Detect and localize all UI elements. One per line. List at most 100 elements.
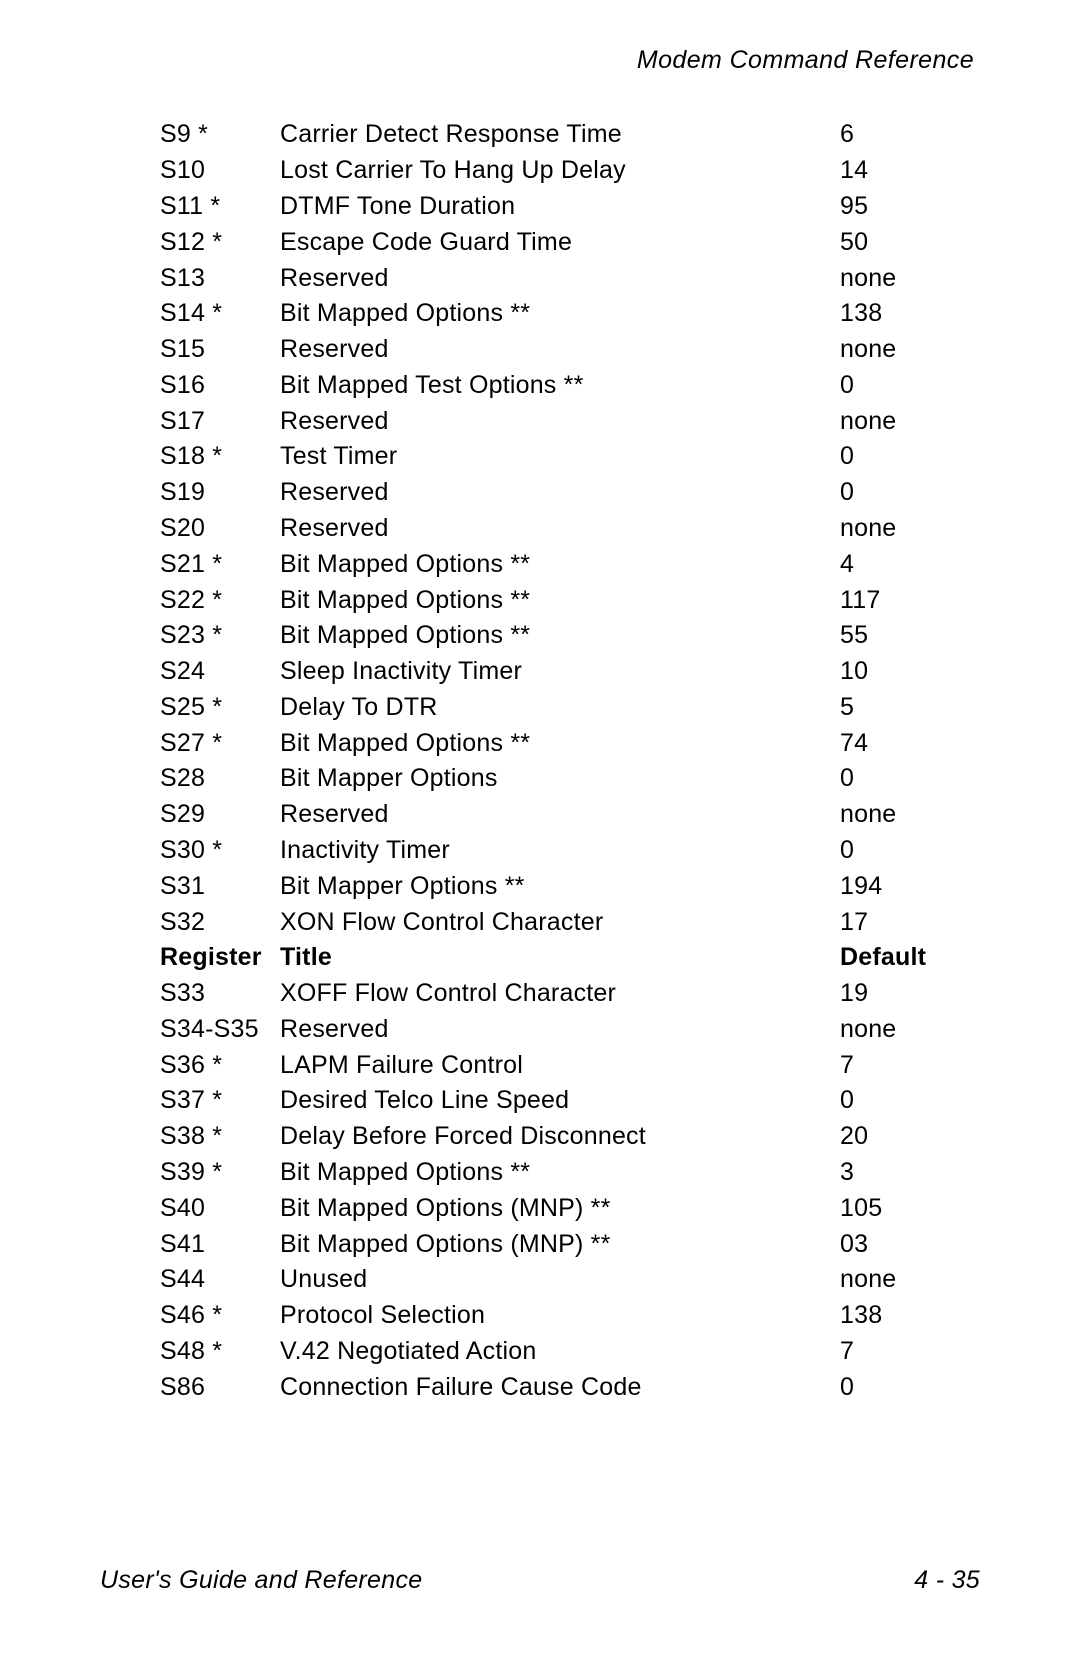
cell-title: V.42 Negotiated Action (280, 1339, 840, 1364)
cell-register: S44 (160, 1267, 280, 1292)
table-row: S18 *Test Timer0 (160, 439, 980, 475)
cell-title: Bit Mapper Options ** (280, 874, 840, 899)
cell-title: Bit Mapped Options ** (280, 731, 840, 756)
cell-default: 4 (840, 552, 980, 577)
table-row: S40Bit Mapped Options (MNP) **105 (160, 1190, 980, 1226)
table-row: S41Bit Mapped Options (MNP) **03 (160, 1226, 980, 1262)
cell-default: 194 (840, 874, 980, 899)
cell-title: Bit Mapped Options ** (280, 588, 840, 613)
cell-title: Inactivity Timer (280, 838, 840, 863)
cell-default: 5 (840, 695, 980, 720)
cell-register: S23 * (160, 623, 280, 648)
cell-default: 0 (840, 373, 980, 398)
table-row: S15Reservednone (160, 332, 980, 368)
cell-register: S17 (160, 409, 280, 434)
cell-default: 95 (840, 194, 980, 219)
cell-default: 14 (840, 158, 980, 183)
table-row: S19Reserved0 (160, 475, 980, 511)
cell-title: Bit Mapped Options ** (280, 1160, 840, 1185)
cell-title: Reserved (280, 480, 840, 505)
cell-register: S14 * (160, 301, 280, 326)
running-head: Modem Command Reference (100, 46, 974, 75)
page: Modem Command Reference S9 *Carrier Dete… (0, 0, 1080, 1669)
cell-title: Reserved (280, 266, 840, 291)
cell-register: S30 * (160, 838, 280, 863)
cell-register: S18 * (160, 444, 280, 469)
cell-register: S86 (160, 1375, 280, 1400)
cell-title: LAPM Failure Control (280, 1053, 840, 1078)
table-row: S22 *Bit Mapped Options **117 (160, 582, 980, 618)
cell-default: 03 (840, 1232, 980, 1257)
cell-title: XON Flow Control Character (280, 910, 840, 935)
cell-title: Unused (280, 1267, 840, 1292)
cell-register: S39 * (160, 1160, 280, 1185)
cell-register: S36 * (160, 1053, 280, 1078)
cell-register: S10 (160, 158, 280, 183)
cell-register: S41 (160, 1232, 280, 1257)
cell-title: Bit Mapped Options (MNP) ** (280, 1232, 840, 1257)
cell-register: S11 * (160, 194, 280, 219)
cell-register: S16 (160, 373, 280, 398)
cell-title: Reserved (280, 409, 840, 434)
cell-register: S21 * (160, 552, 280, 577)
cell-title: Reserved (280, 802, 840, 827)
header-default: Default (840, 945, 980, 970)
table-row: S38 *Delay Before Forced Disconnect20 (160, 1119, 980, 1155)
cell-register: S40 (160, 1196, 280, 1221)
cell-default: 19 (840, 981, 980, 1006)
table-row: S44Unusednone (160, 1262, 980, 1298)
cell-register: S15 (160, 337, 280, 362)
cell-default: 7 (840, 1053, 980, 1078)
cell-title: Connection Failure Cause Code (280, 1375, 840, 1400)
cell-title: Bit Mapped Options (MNP) ** (280, 1196, 840, 1221)
cell-title: DTMF Tone Duration (280, 194, 840, 219)
cell-register: S32 (160, 910, 280, 935)
table-row: S21 *Bit Mapped Options **4 (160, 546, 980, 582)
cell-default: 7 (840, 1339, 980, 1364)
cell-title: Reserved (280, 337, 840, 362)
footer-right: 4 - 35 (914, 1566, 980, 1595)
cell-register: S33 (160, 981, 280, 1006)
cell-register: S29 (160, 802, 280, 827)
table-row: S46 *Protocol Selection138 (160, 1298, 980, 1334)
cell-default: none (840, 337, 980, 362)
table-row: S27 *Bit Mapped Options **74 (160, 725, 980, 761)
cell-register: S48 * (160, 1339, 280, 1364)
cell-register: S9 * (160, 122, 280, 147)
table-row: S48 *V.42 Negotiated Action7 (160, 1334, 980, 1370)
cell-title: Bit Mapped Options ** (280, 623, 840, 648)
cell-register: S12 * (160, 230, 280, 255)
header-title: Title (280, 945, 840, 970)
cell-register: S34-S35 (160, 1017, 280, 1042)
page-footer: User's Guide and Reference 4 - 35 (100, 1566, 980, 1595)
cell-register: S38 * (160, 1124, 280, 1149)
cell-default: 0 (840, 444, 980, 469)
table-row: S86Connection Failure Cause Code0 (160, 1369, 980, 1405)
cell-title: Desired Telco Line Speed (280, 1088, 840, 1113)
table-row: S20Reservednone (160, 511, 980, 547)
table-row: S36 *LAPM Failure Control7 (160, 1047, 980, 1083)
table-row: S16Bit Mapped Test Options **0 (160, 367, 980, 403)
cell-title: Bit Mapped Options ** (280, 552, 840, 577)
table-header-row: RegisterTitleDefault (160, 940, 980, 976)
table-row: S13Reservednone (160, 260, 980, 296)
cell-default: 55 (840, 623, 980, 648)
cell-title: Sleep Inactivity Timer (280, 659, 840, 684)
cell-default: 0 (840, 766, 980, 791)
cell-title: Bit Mapper Options (280, 766, 840, 791)
cell-default: 105 (840, 1196, 980, 1221)
cell-title: XOFF Flow Control Character (280, 981, 840, 1006)
table-row: S9 *Carrier Detect Response Time6 (160, 117, 980, 153)
cell-register: S31 (160, 874, 280, 899)
cell-default: none (840, 802, 980, 827)
cell-register: S24 (160, 659, 280, 684)
table-row: S10Lost Carrier To Hang Up Delay14 (160, 153, 980, 189)
cell-title: Protocol Selection (280, 1303, 840, 1328)
cell-title: Escape Code Guard Time (280, 230, 840, 255)
cell-default: 0 (840, 1375, 980, 1400)
cell-title: Bit Mapped Test Options ** (280, 373, 840, 398)
cell-default: none (840, 409, 980, 434)
table-row: S39 *Bit Mapped Options **3 (160, 1155, 980, 1191)
cell-default: 0 (840, 838, 980, 863)
cell-default: none (840, 516, 980, 541)
